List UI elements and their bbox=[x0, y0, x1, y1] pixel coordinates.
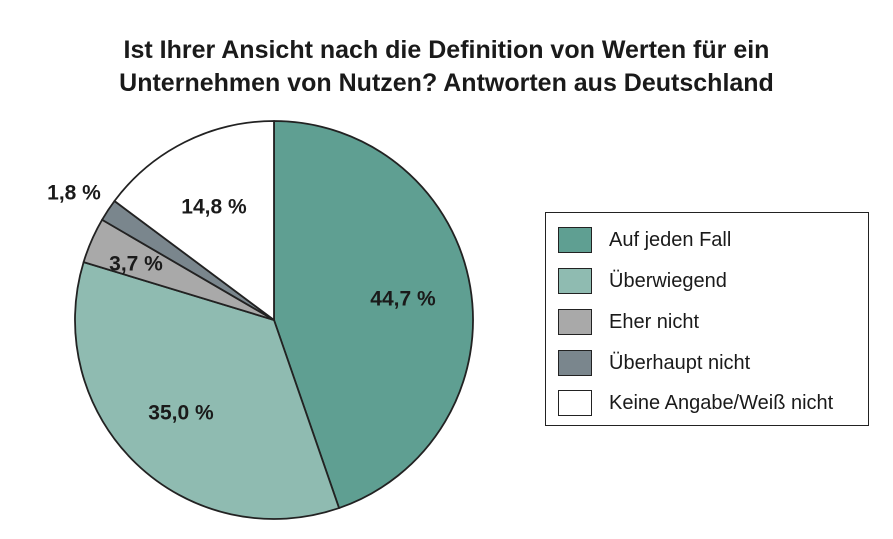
legend-label: Keine Angabe/Weiß nicht bbox=[609, 391, 834, 414]
legend-item-2: Eher nicht bbox=[558, 308, 699, 336]
legend-swatch bbox=[558, 268, 592, 294]
legend-item-1: Überwiegend bbox=[558, 267, 727, 295]
legend-item-3: Überhaupt nicht bbox=[558, 349, 750, 377]
legend: Auf jeden Fall Überwiegend Eher nicht Überh… bbox=[545, 212, 869, 426]
legend-label: Auf jeden Fall bbox=[609, 228, 732, 251]
pie-slices bbox=[74, 120, 474, 520]
slice-value-label-0: 44,7 % bbox=[370, 288, 436, 311]
pie-slice-1 bbox=[74, 261, 340, 520]
chart-title-line-1: Ist Ihrer Ansicht nach die Definition vo… bbox=[123, 36, 770, 64]
slice-value-label-3: 1,8 % bbox=[47, 182, 101, 205]
pie-slice-4 bbox=[113, 120, 275, 321]
legend-swatch bbox=[558, 309, 592, 335]
pie-slice-0 bbox=[273, 120, 474, 509]
slice-value-label-2: 3,7 % bbox=[109, 253, 163, 276]
legend-item-4: Keine Angabe/Weiß nicht bbox=[558, 389, 833, 417]
chart-title: Ist Ihrer Ansicht nach die Definition vo… bbox=[0, 34, 893, 100]
legend-swatch bbox=[558, 227, 592, 253]
slice-value-label-1: 35,0 % bbox=[148, 402, 214, 425]
slice-value-label-4: 14,8 % bbox=[181, 196, 247, 219]
legend-label: Überwiegend bbox=[609, 269, 727, 292]
legend-label: Eher nicht bbox=[609, 310, 700, 333]
chart-title-line-2: Unternehmen von Nutzen? Antworten aus De… bbox=[119, 69, 774, 97]
legend-label: Überhaupt nicht bbox=[609, 351, 751, 374]
legend-swatch bbox=[558, 390, 592, 416]
legend-item-0: Auf jeden Fall bbox=[558, 226, 731, 254]
legend-swatch bbox=[558, 350, 592, 376]
